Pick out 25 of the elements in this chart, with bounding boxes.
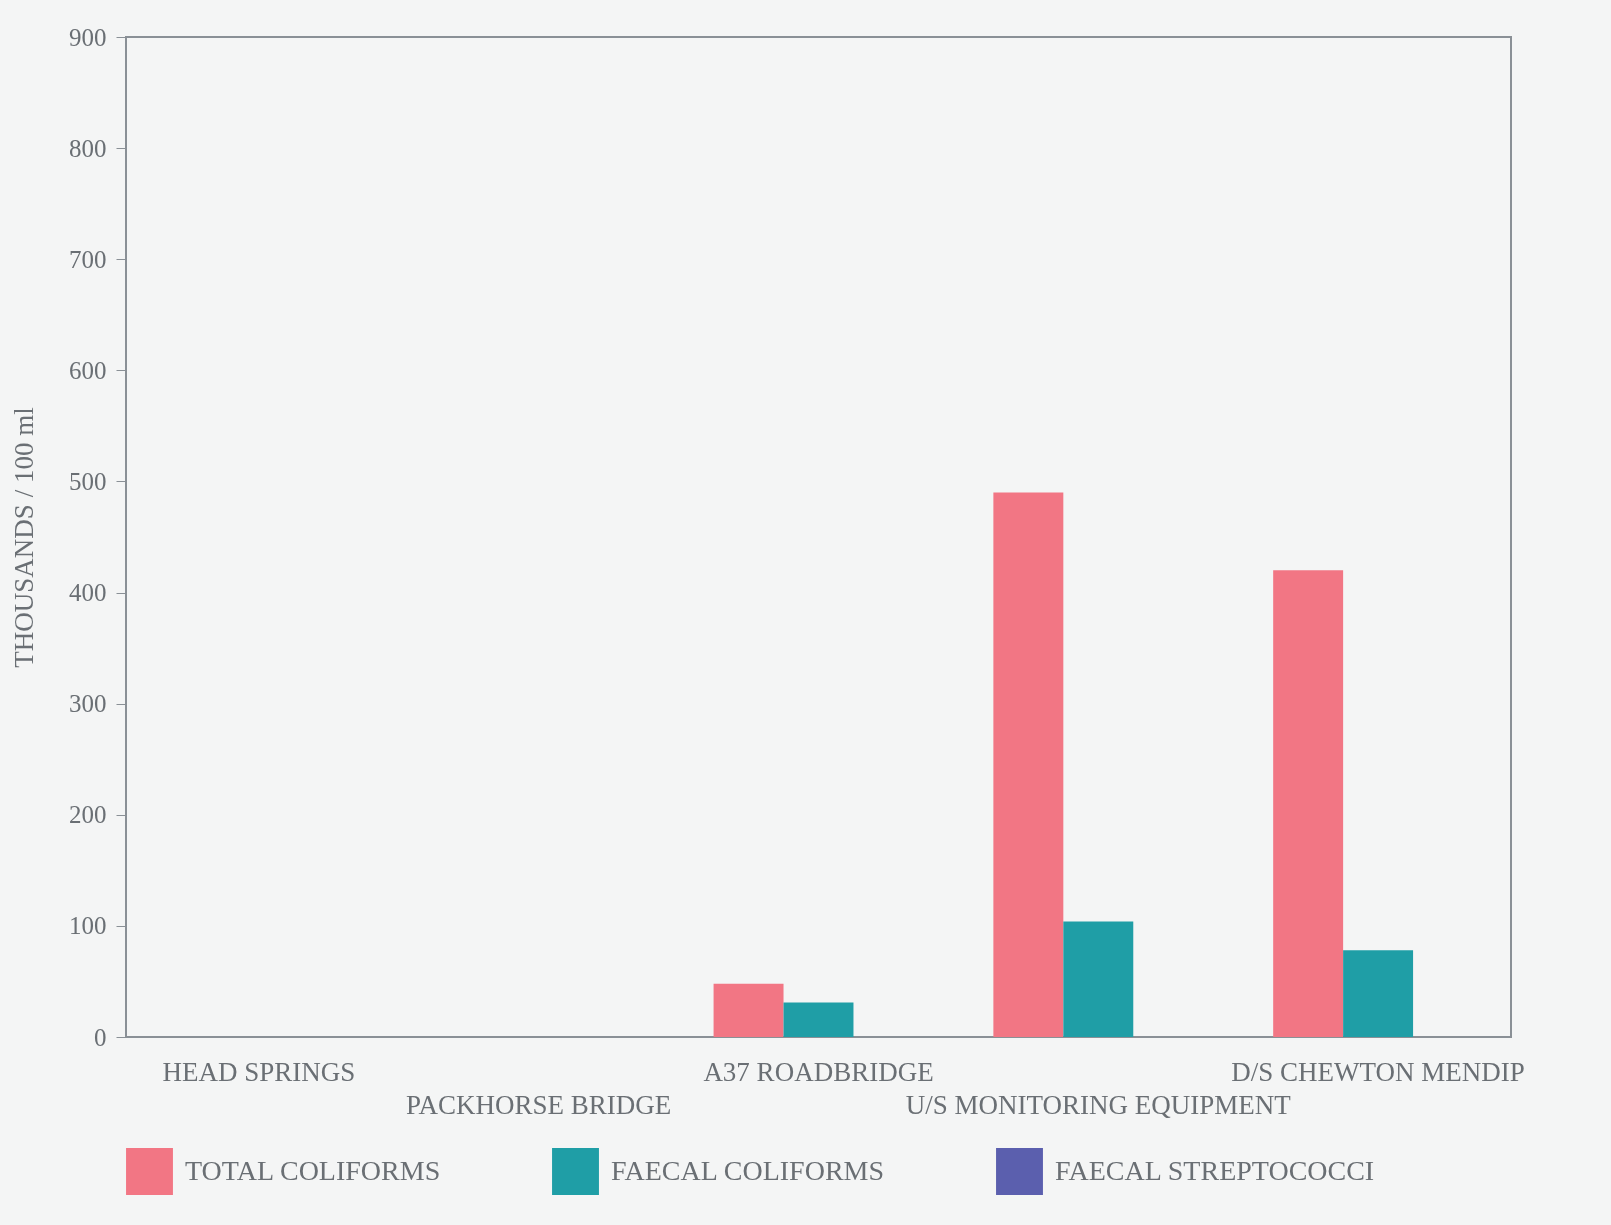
y-tick-label: 500 [69, 467, 107, 495]
legend-label: TOTAL COLIFORMS [185, 1154, 441, 1186]
bar [1063, 921, 1134, 1037]
y-tick-label: 800 [69, 134, 107, 162]
x-tick-label: D/S CHEWTON MENDIP [1231, 1056, 1525, 1087]
y-tick-label: 900 [69, 23, 107, 51]
x-tick-label: A37 ROADBRIDGE [703, 1056, 934, 1087]
y-tick-label: 200 [69, 801, 107, 829]
bar [993, 492, 1064, 1037]
y-tick-label: 600 [69, 356, 107, 384]
x-tick-label: HEAD SPRINGS [162, 1056, 356, 1087]
bar [783, 1002, 854, 1037]
legend-label: FAECAL COLIFORMS [611, 1154, 885, 1186]
legend-label: FAECAL STREPTOCOCCI [1055, 1154, 1375, 1186]
x-tick-label: U/S MONITORING EQUIPMENT [905, 1089, 1292, 1120]
y-tick-label: 400 [69, 579, 107, 607]
bar [1273, 570, 1344, 1037]
y-tick-label: 300 [69, 690, 107, 718]
bar [713, 983, 784, 1037]
bar [1343, 950, 1414, 1037]
y-tick-label: 100 [69, 912, 107, 940]
y-axis-title: THOUSANDS / 100 ml [9, 407, 39, 668]
y-tick-label: 0 [94, 1023, 107, 1051]
y-tick-label: 700 [69, 245, 107, 273]
x-tick-label: PACKHORSE BRIDGE [406, 1089, 672, 1120]
